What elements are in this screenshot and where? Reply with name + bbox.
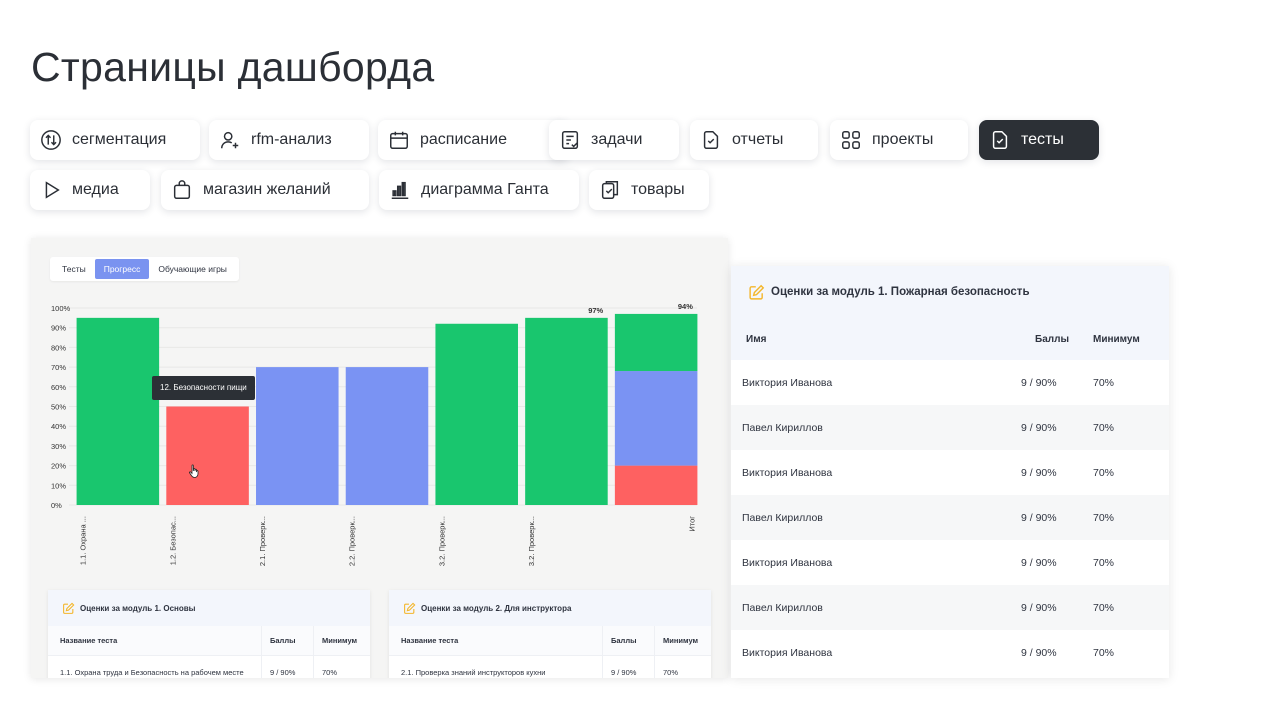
y-tick-label: 10% xyxy=(51,481,66,490)
bar-data-label: 94% xyxy=(678,302,693,311)
progress-dashboard: Тесты Прогресс Обучающие игры 100% 90% 80%… xyxy=(31,238,728,678)
y-tick-label: 80% xyxy=(51,343,66,352)
module-table-title: Оценки за модуль 1. Основы xyxy=(80,603,196,613)
nav-label: rfm-анализ xyxy=(251,131,332,148)
y-tick-label: 40% xyxy=(51,422,66,431)
tab-progress[interactable]: Прогресс xyxy=(94,259,150,279)
nav-reports[interactable]: отчеты xyxy=(690,120,818,160)
x-tick-label: 3.2. Проверк... xyxy=(437,516,446,566)
table-header-row: Название теста Баллы Минимум xyxy=(48,626,370,656)
nav-label: медиа xyxy=(72,181,119,198)
progress-bar-chart: 100% 90% 80% 70% 60% 50% 40% 30% 20% 10% 0% 1.1. Ох… xyxy=(51,302,698,566)
bar-data-label: 97% xyxy=(588,306,603,315)
nav-segmentation[interactable]: сегментация xyxy=(30,120,200,160)
nav-label: задачи xyxy=(591,131,643,148)
tab-tests[interactable]: Тесты xyxy=(62,264,86,274)
y-tick-label: 50% xyxy=(51,403,66,412)
nav-label: товары xyxy=(631,181,685,198)
table-row[interactable]: Виктория Иванова 9 / 90% 70% xyxy=(742,646,1115,659)
nav-label: расписание xyxy=(420,131,507,148)
column-score: Баллы xyxy=(1035,333,1069,345)
edit-icon xyxy=(749,284,765,300)
bar xyxy=(345,367,429,505)
user-add-icon xyxy=(221,131,239,149)
table-row[interactable]: Виктория Иванова 9 / 90% 70% xyxy=(742,466,1115,479)
table-row[interactable]: 1.1. Охрана труда и Безопасность на рабо… xyxy=(48,656,370,678)
grid-icon xyxy=(842,131,860,149)
nav-label: сегментация xyxy=(72,131,167,148)
bar xyxy=(525,317,608,505)
module-table-title: Оценки за модуль 2. Для инструктора xyxy=(421,603,572,613)
table-row[interactable]: Павел Кириллов 9 / 90% 70% xyxy=(731,495,1169,540)
calendar-icon xyxy=(390,131,408,149)
nav-schedule[interactable]: расписание xyxy=(378,120,569,160)
dashboard-tabs: Тесты Прогресс Обучающие игры xyxy=(50,257,239,281)
bar-segment xyxy=(614,371,698,466)
table-header-row: Название теста Баллы Минимум xyxy=(389,626,711,656)
shopping-bag-icon xyxy=(173,180,191,199)
x-tick-label: 3.2. Проверк... xyxy=(527,516,536,566)
play-icon xyxy=(45,181,60,199)
nav-tests[interactable]: тесты xyxy=(979,120,1099,160)
y-tick-label: 70% xyxy=(51,363,66,372)
nav-label: отчеты xyxy=(732,131,784,148)
bar-segment xyxy=(614,465,698,505)
column-name: Имя xyxy=(746,333,767,345)
nav-goods[interactable]: товары xyxy=(589,170,709,210)
table-row[interactable]: 2.1. Проверка знаний инструкторов кухни … xyxy=(389,656,711,678)
nav-rfm[interactable]: rfm-анализ xyxy=(209,120,369,160)
nav-label: проекты xyxy=(872,131,934,148)
table-header-row: Имя Баллы Минимум xyxy=(731,318,1169,360)
x-tick-label: 2.2. Проверк... xyxy=(348,516,357,566)
table-row[interactable]: Виктория Иванова 9 / 90% 70% xyxy=(742,376,1115,389)
table-row[interactable]: Павел Кириллов 9 / 90% 70% xyxy=(731,585,1169,630)
table-row[interactable]: Виктория Иванова 9 / 90% 70% xyxy=(742,556,1115,569)
edit-icon xyxy=(404,602,416,614)
test-icon xyxy=(992,131,1008,149)
bar xyxy=(166,406,249,505)
bar xyxy=(76,317,160,505)
bar-chart-icon xyxy=(391,181,409,199)
report-icon xyxy=(703,131,719,149)
nav-label: магазин желаний xyxy=(203,181,331,198)
bar-segment xyxy=(614,313,698,372)
x-tick-label: 1.1. Охрана ... xyxy=(79,516,88,565)
y-tick-label: 60% xyxy=(51,383,66,392)
x-tick-label: 1.2. Безопас... xyxy=(168,516,177,565)
grades-table-title: Оценки за модуль 1. Пожарная безопасност… xyxy=(771,286,1030,298)
nav-media[interactable]: медиа xyxy=(30,170,150,210)
task-list-icon xyxy=(561,131,579,149)
nav-projects[interactable]: проекты xyxy=(830,120,968,160)
grades-table: Оценки за модуль 1. Пожарная безопасност… xyxy=(731,266,1169,678)
tab-learning-games[interactable]: Обучающие игры xyxy=(158,264,227,274)
page-title: Страницы дашборда xyxy=(31,44,435,90)
edit-icon xyxy=(63,602,75,614)
sort-arrows-icon xyxy=(41,130,61,150)
y-tick-label: 100% xyxy=(51,304,71,313)
nav-label: тесты xyxy=(1021,131,1064,148)
bar-tooltip: 12. Безопасности пищи xyxy=(152,376,255,400)
column-minimum: Минимум xyxy=(1093,333,1140,345)
grades-rows: Виктория Иванова 9 / 90% 70% Павел Кирилло… xyxy=(731,360,1169,675)
nav-tasks[interactable]: задачи xyxy=(549,120,679,160)
checklist-icon xyxy=(601,181,619,199)
x-tick-label: 2.1. Проверк... xyxy=(258,516,267,566)
table-row[interactable]: Павел Кириллов 9 / 90% 70% xyxy=(731,405,1169,450)
y-tick-label: 0% xyxy=(51,501,62,510)
bar xyxy=(256,367,339,505)
nav-label: диаграмма Ганта xyxy=(421,181,549,198)
nav-gantt[interactable]: диаграмма Ганта xyxy=(379,170,579,210)
y-tick-label: 90% xyxy=(51,324,66,333)
module-1-table: Оценки за модуль 1. Основы Название тест… xyxy=(48,590,370,678)
bar xyxy=(435,323,518,505)
y-tick-label: 20% xyxy=(51,462,66,471)
y-tick-label: 30% xyxy=(51,442,66,451)
module-2-table: Оценки за модуль 2. Для инструктора Назв… xyxy=(389,590,711,678)
nav-wishlist[interactable]: магазин желаний xyxy=(161,170,369,210)
x-tick-label: Итог xyxy=(687,516,696,532)
hand-cursor-icon xyxy=(189,464,199,478)
